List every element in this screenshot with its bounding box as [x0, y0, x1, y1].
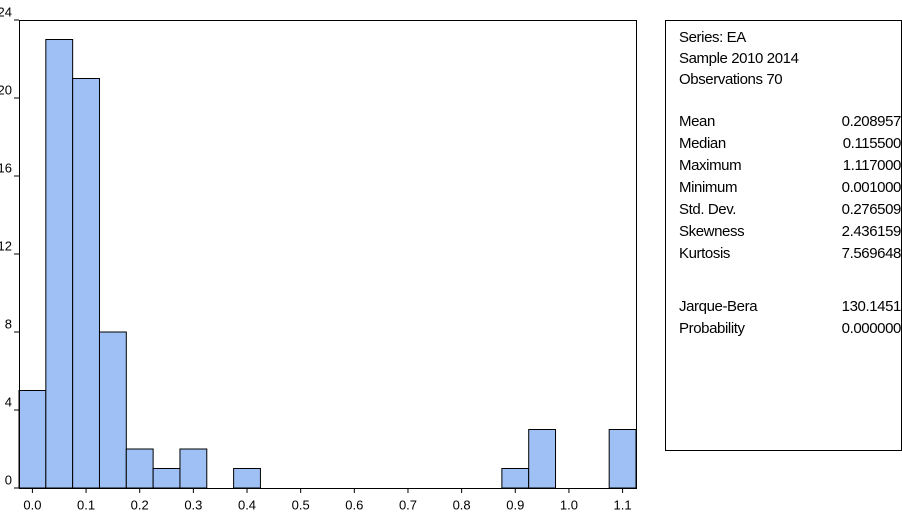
y-tick-label: 16	[0, 160, 12, 175]
stat-value: 0.208957	[842, 113, 901, 130]
bar	[501, 468, 530, 489]
stat-label: Minimum	[679, 179, 737, 196]
test-label: Jarque-Bera	[679, 298, 758, 315]
stats-header: Sample 2010 2014	[679, 50, 799, 67]
stat-label: Kurtosis	[679, 245, 730, 262]
x-tick-label: 0.1	[77, 497, 95, 512]
x-tick-label: 0.7	[399, 497, 417, 512]
stats-header: Series: EA	[679, 29, 746, 46]
stat-value: 0.276509	[842, 201, 901, 218]
stat-value: 2.436159	[842, 223, 901, 240]
stats-header: Observations 70	[679, 71, 782, 88]
bar	[72, 78, 100, 489]
stat-label: Median	[679, 135, 726, 152]
x-tick-label: 0.5	[292, 497, 310, 512]
test-value: 130.1451	[842, 298, 901, 315]
x-tick-label: 0.2	[131, 497, 149, 512]
stats-box	[665, 20, 902, 451]
bar	[528, 429, 557, 489]
bar	[125, 448, 154, 489]
x-tick-label: 0.3	[184, 497, 202, 512]
stat-label: Std. Dev.	[679, 201, 736, 218]
x-tick-label: 0.4	[238, 497, 256, 512]
stat-label: Skewness	[679, 223, 744, 240]
bar	[233, 468, 261, 489]
stat-value: 0.115500	[843, 135, 901, 152]
test-value: 0.000000	[842, 320, 901, 337]
x-tick-label: 0.9	[506, 497, 524, 512]
stat-value: 1.117000	[843, 157, 901, 174]
y-tick-label: 12	[0, 238, 12, 253]
x-tick-label: 1.1	[614, 497, 632, 512]
x-tick-label: 0.8	[453, 497, 471, 512]
y-tick-label: 4	[5, 394, 12, 409]
stat-value: 7.569648	[842, 245, 901, 262]
y-tick-label: 20	[0, 82, 12, 97]
bar	[608, 429, 637, 489]
x-tick-label: 0.0	[23, 497, 41, 512]
stat-value: 0.001000	[842, 179, 901, 196]
bar	[179, 448, 208, 489]
bar	[98, 331, 127, 489]
y-tick-label: 8	[5, 316, 12, 331]
y-tick-label: 0	[5, 472, 12, 487]
test-label: Probability	[679, 320, 746, 337]
bar	[45, 39, 74, 489]
bar	[18, 390, 47, 489]
plot-frame	[19, 20, 637, 489]
x-tick-label: 0.6	[345, 497, 363, 512]
stat-label: Maximum	[679, 157, 741, 174]
x-tick-label: 1.0	[560, 497, 578, 512]
bar	[152, 468, 181, 489]
y-tick-label: 24	[0, 4, 12, 19]
stat-label: Mean	[679, 113, 715, 130]
